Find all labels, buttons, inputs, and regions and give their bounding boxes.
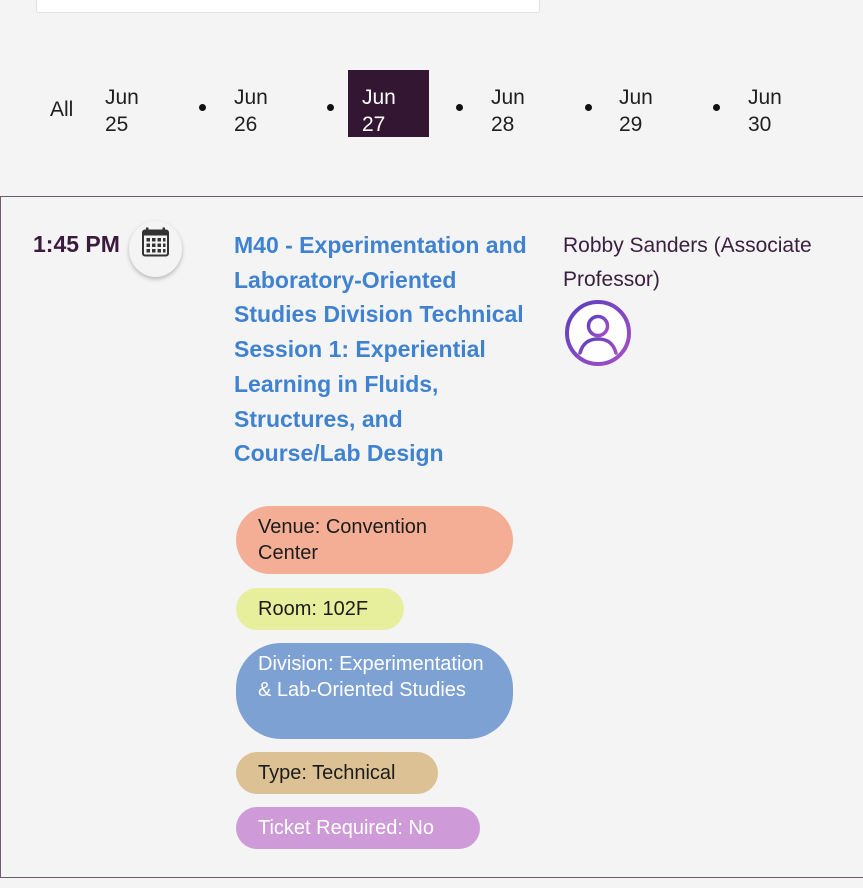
date-filter-jun-26[interactable]: Jun 26 — [234, 84, 268, 138]
division-tag: Division: Experimentation & Lab-Oriented… — [236, 643, 513, 739]
session-time: 1:45 PM — [33, 231, 120, 257]
date-day: 27 — [362, 113, 386, 136]
date-separator-dot — [199, 104, 206, 111]
date-month: Jun — [748, 86, 782, 109]
date-filter-bar: All Jun 25 Jun 26 Jun 27 Jun 28 Jun 29 J… — [0, 0, 863, 200]
date-separator-dot — [327, 104, 334, 111]
date-separator-dot — [456, 104, 463, 111]
date-day: 26 — [234, 113, 258, 136]
date-month: Jun — [362, 86, 396, 109]
speaker-name-link[interactable]: Robby Sanders (Associate Professor) — [563, 234, 812, 291]
date-filter-jun-27[interactable]: Jun 27 — [348, 70, 429, 137]
user-avatar-icon[interactable] — [563, 298, 633, 368]
date-filter-jun-28[interactable]: Jun 28 — [491, 84, 525, 138]
date-filter-jun-29[interactable]: Jun 29 — [619, 84, 653, 138]
date-month: Jun — [234, 86, 268, 109]
next-card-edge — [0, 878, 863, 888]
date-day: 28 — [491, 113, 515, 136]
date-month: Jun — [491, 86, 525, 109]
date-month: Jun — [105, 86, 139, 109]
date-day: 29 — [619, 113, 643, 136]
search-box-edge[interactable] — [36, 0, 540, 13]
room-tag: Room: 102F — [236, 588, 404, 630]
ticket-required-tag: Ticket Required: No — [236, 807, 480, 849]
session-card: 1:45 PM M40 - Experimentation — [0, 196, 863, 878]
add-to-calendar-button[interactable] — [129, 221, 182, 277]
date-filter-all[interactable]: All — [50, 98, 74, 121]
session-title-link[interactable]: M40 - Experimentation and Laboratory-Ori… — [234, 232, 527, 467]
date-filter-jun-25[interactable]: Jun 25 — [105, 84, 139, 138]
date-separator-dot — [585, 104, 592, 111]
venue-tag: Venue: Convention Center — [236, 506, 513, 574]
date-filter-jun-30[interactable]: Jun 30 — [748, 84, 782, 138]
type-tag: Type: Technical — [236, 752, 438, 794]
date-day: 25 — [105, 113, 129, 136]
date-month: Jun — [619, 86, 653, 109]
calendar-icon — [142, 227, 169, 257]
date-separator-dot — [713, 104, 720, 111]
date-day: 30 — [748, 113, 772, 136]
